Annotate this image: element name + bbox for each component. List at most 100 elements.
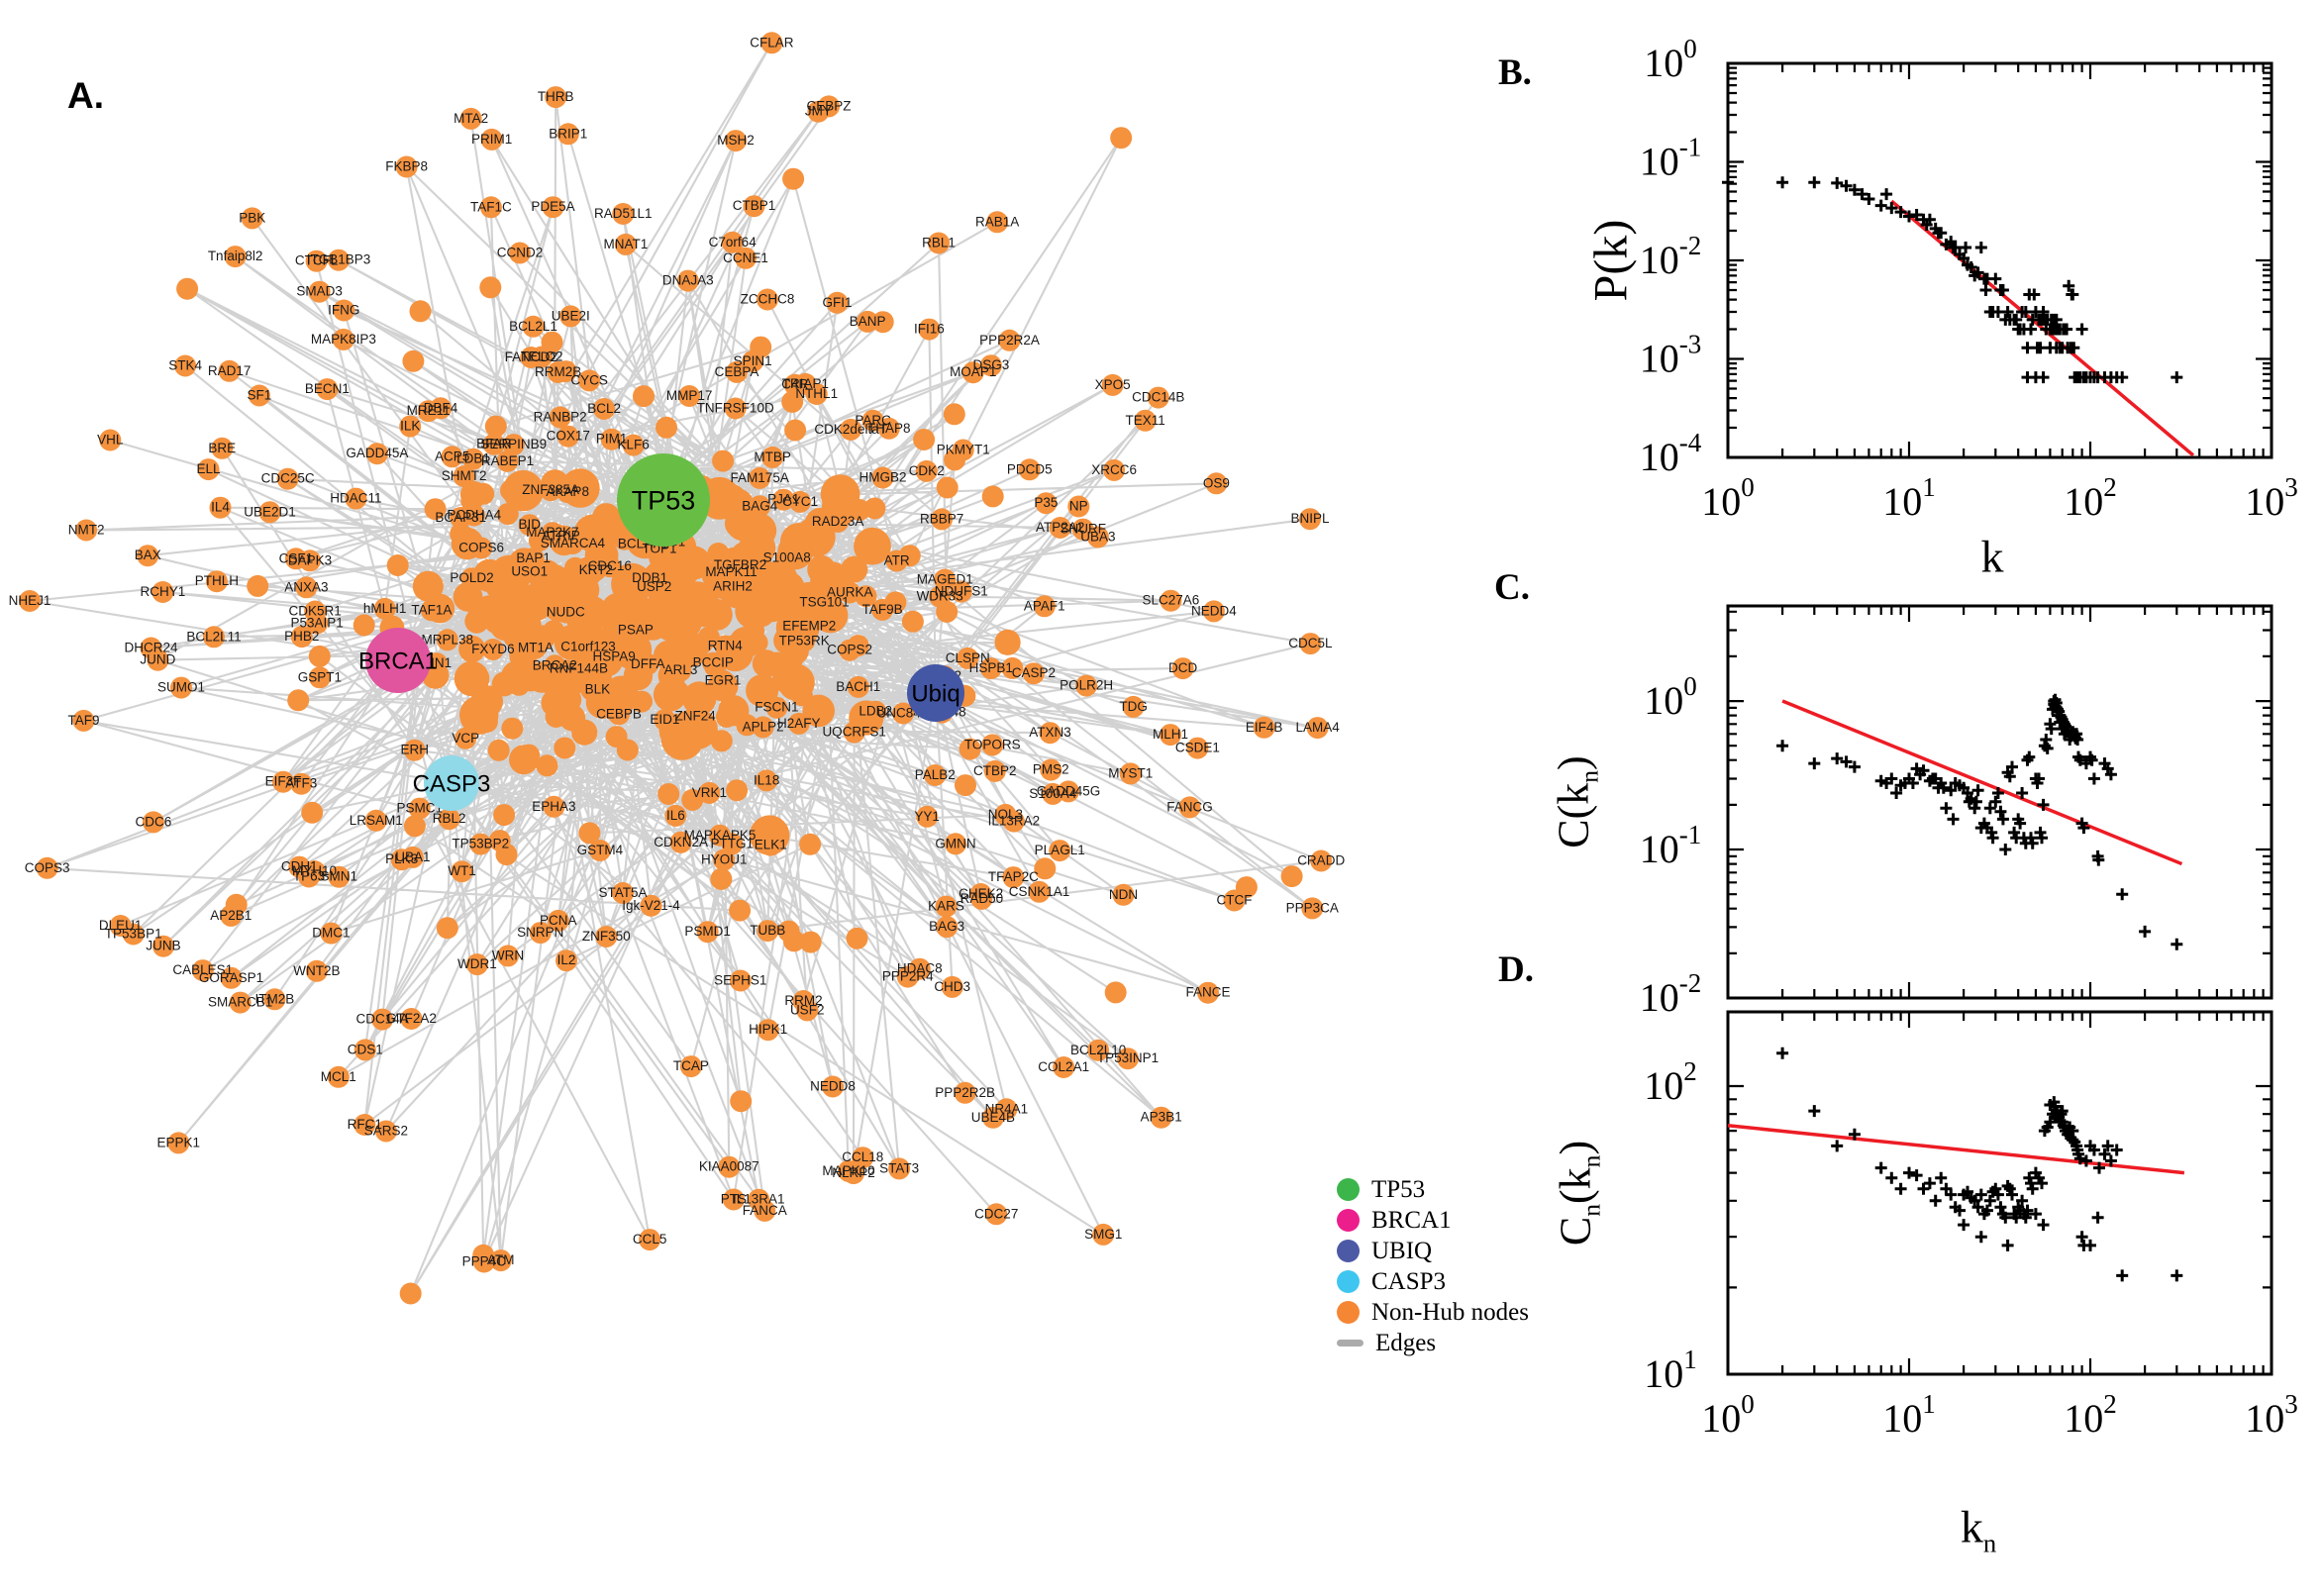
- gene-label: TP63: [293, 869, 325, 884]
- network-node: [395, 155, 418, 178]
- network-node: [669, 831, 692, 853]
- chart-b-xlabel: k: [1980, 531, 2004, 582]
- chart-b-y-tick-label: 100: [1644, 34, 1697, 85]
- network-node: [1075, 674, 1098, 697]
- gene-label: P53AIP1: [290, 616, 343, 631]
- network-node: [871, 311, 894, 334]
- network-node: [916, 805, 939, 828]
- network-node: [998, 329, 1021, 351]
- network-node: [460, 490, 483, 512]
- network-node: [961, 361, 984, 384]
- gene-label: SHMT2: [442, 468, 487, 483]
- gene-label: AP2B1: [210, 908, 252, 923]
- network-node: [308, 280, 331, 303]
- gene-label: CEBPB: [596, 706, 642, 721]
- network-node: [757, 288, 778, 311]
- network-node: [1301, 897, 1324, 920]
- network-node: [657, 783, 680, 805]
- network-node: [1171, 657, 1194, 680]
- network-node: [954, 1081, 976, 1104]
- network-node: [854, 527, 891, 565]
- network-node: [913, 429, 936, 450]
- network-node: [783, 373, 806, 396]
- chart-c-fit-line: [1781, 699, 2183, 866]
- gene-label: MAPK8IP3: [311, 332, 376, 347]
- hub-label-tp53: TP53: [632, 485, 696, 515]
- gene-label: WT1: [448, 863, 476, 878]
- network-node: [386, 554, 409, 576]
- gene-label: TP53BP2: [452, 837, 509, 851]
- chart-d-markers: [1776, 1047, 2183, 1282]
- chart-b-ticks: [1726, 61, 2273, 459]
- network-node: [142, 811, 164, 834]
- gene-label: BID: [518, 517, 541, 532]
- network-node: [730, 1090, 753, 1113]
- gene-label: CTCFL: [295, 253, 339, 268]
- network-node: [544, 523, 566, 546]
- gene-label: PTTG1: [711, 836, 755, 850]
- network-node: [664, 804, 687, 827]
- network-node: [284, 548, 307, 570]
- network-node: [518, 514, 541, 537]
- network-node: [743, 195, 765, 218]
- gene-label: NDN: [1109, 887, 1138, 902]
- gene-label: NR4A1: [985, 1101, 1029, 1116]
- network-node: [979, 657, 1002, 680]
- legend-label: TP53: [1371, 1175, 1426, 1203]
- network-node: [500, 479, 522, 502]
- gene-label: TNFRSF10D: [697, 401, 774, 416]
- gene-label: ELL: [196, 461, 221, 476]
- gene-label: LDB2: [858, 704, 892, 719]
- network-node: [722, 1188, 745, 1211]
- gene-label: CABLES1: [172, 962, 233, 977]
- network-node: [354, 1039, 376, 1061]
- network-node: [678, 385, 701, 407]
- gene-label: BAP1: [516, 550, 551, 565]
- network-node: [749, 466, 771, 489]
- network-node: [1103, 458, 1126, 481]
- network-node: [287, 689, 310, 712]
- network-node: [776, 615, 799, 638]
- network-node: [584, 680, 606, 703]
- gene-label: NTHL1: [795, 386, 838, 401]
- gene-label: FXYD6: [471, 642, 515, 656]
- network-node: [390, 848, 413, 871]
- network-node: [780, 649, 803, 672]
- network-node: [1280, 865, 1303, 888]
- network-node: [799, 931, 822, 953]
- gene-label: HYOU1: [701, 852, 748, 867]
- chart-c-markers: [1776, 693, 2183, 950]
- gene-label: BNIPL: [1290, 511, 1330, 526]
- gene-label: C4R: [781, 377, 808, 392]
- gene-label: NEDD4: [1191, 603, 1237, 618]
- gene-label: DAPK3: [288, 552, 332, 567]
- gene-label: UBE4B: [971, 1110, 1015, 1125]
- gene-label: HDAC11: [330, 491, 381, 506]
- network-node: [605, 726, 628, 748]
- gene-label: PTHLH: [195, 573, 239, 588]
- gene-label: MAGED1: [917, 572, 973, 587]
- network-node: [721, 231, 744, 253]
- gene-label: GSPT1: [298, 669, 342, 684]
- gene-label: PKMYT1: [937, 443, 990, 457]
- gene-label: ATXN3: [1029, 725, 1071, 740]
- gene-label: USO1: [511, 564, 548, 579]
- gene-label: EFEMP2: [782, 619, 836, 634]
- gene-label: XPO5: [1095, 377, 1131, 392]
- gene-label: HSPB1: [969, 660, 1013, 675]
- network-node: [475, 711, 498, 733]
- gene-label: VRK1: [692, 785, 727, 800]
- hub-node-brca1: [365, 628, 431, 693]
- gene-label: CEBPZ: [806, 98, 851, 113]
- network-node: [541, 331, 563, 353]
- network-node: [295, 576, 318, 599]
- network-node: [682, 681, 717, 716]
- network-node: [541, 469, 569, 498]
- gene-label: CDH1: [281, 859, 318, 874]
- network-node: [345, 487, 367, 510]
- gene-label: STAT3: [879, 1160, 919, 1175]
- network-node: [588, 840, 611, 861]
- network-node: [505, 618, 533, 645]
- network-node: [1122, 695, 1145, 718]
- network-node: [640, 894, 662, 917]
